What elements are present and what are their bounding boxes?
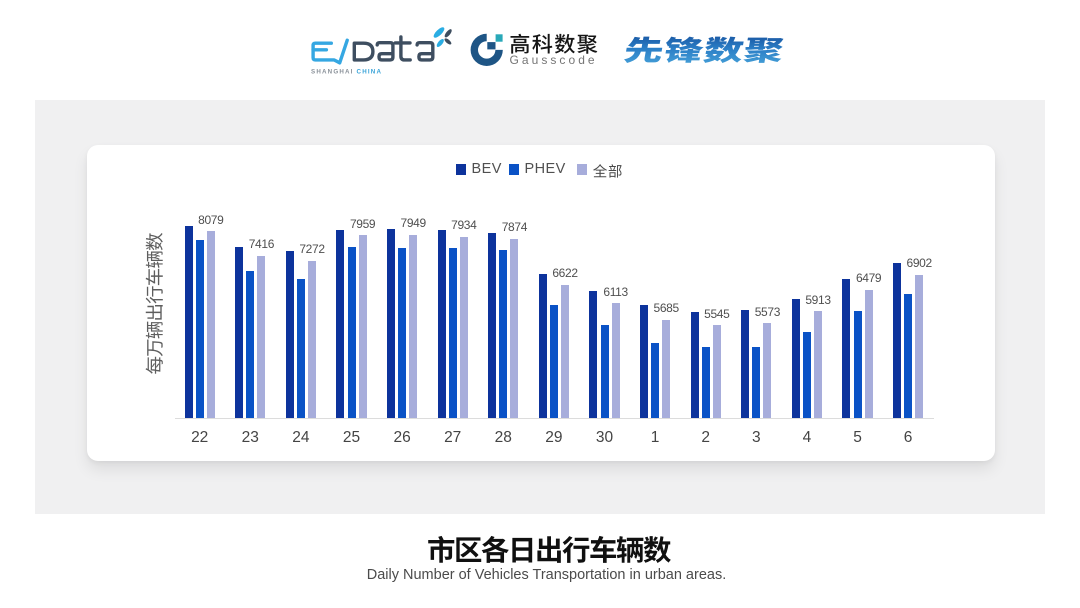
svg-text:SHANGHAI CHINA: SHANGHAI CHINA — [311, 69, 382, 76]
